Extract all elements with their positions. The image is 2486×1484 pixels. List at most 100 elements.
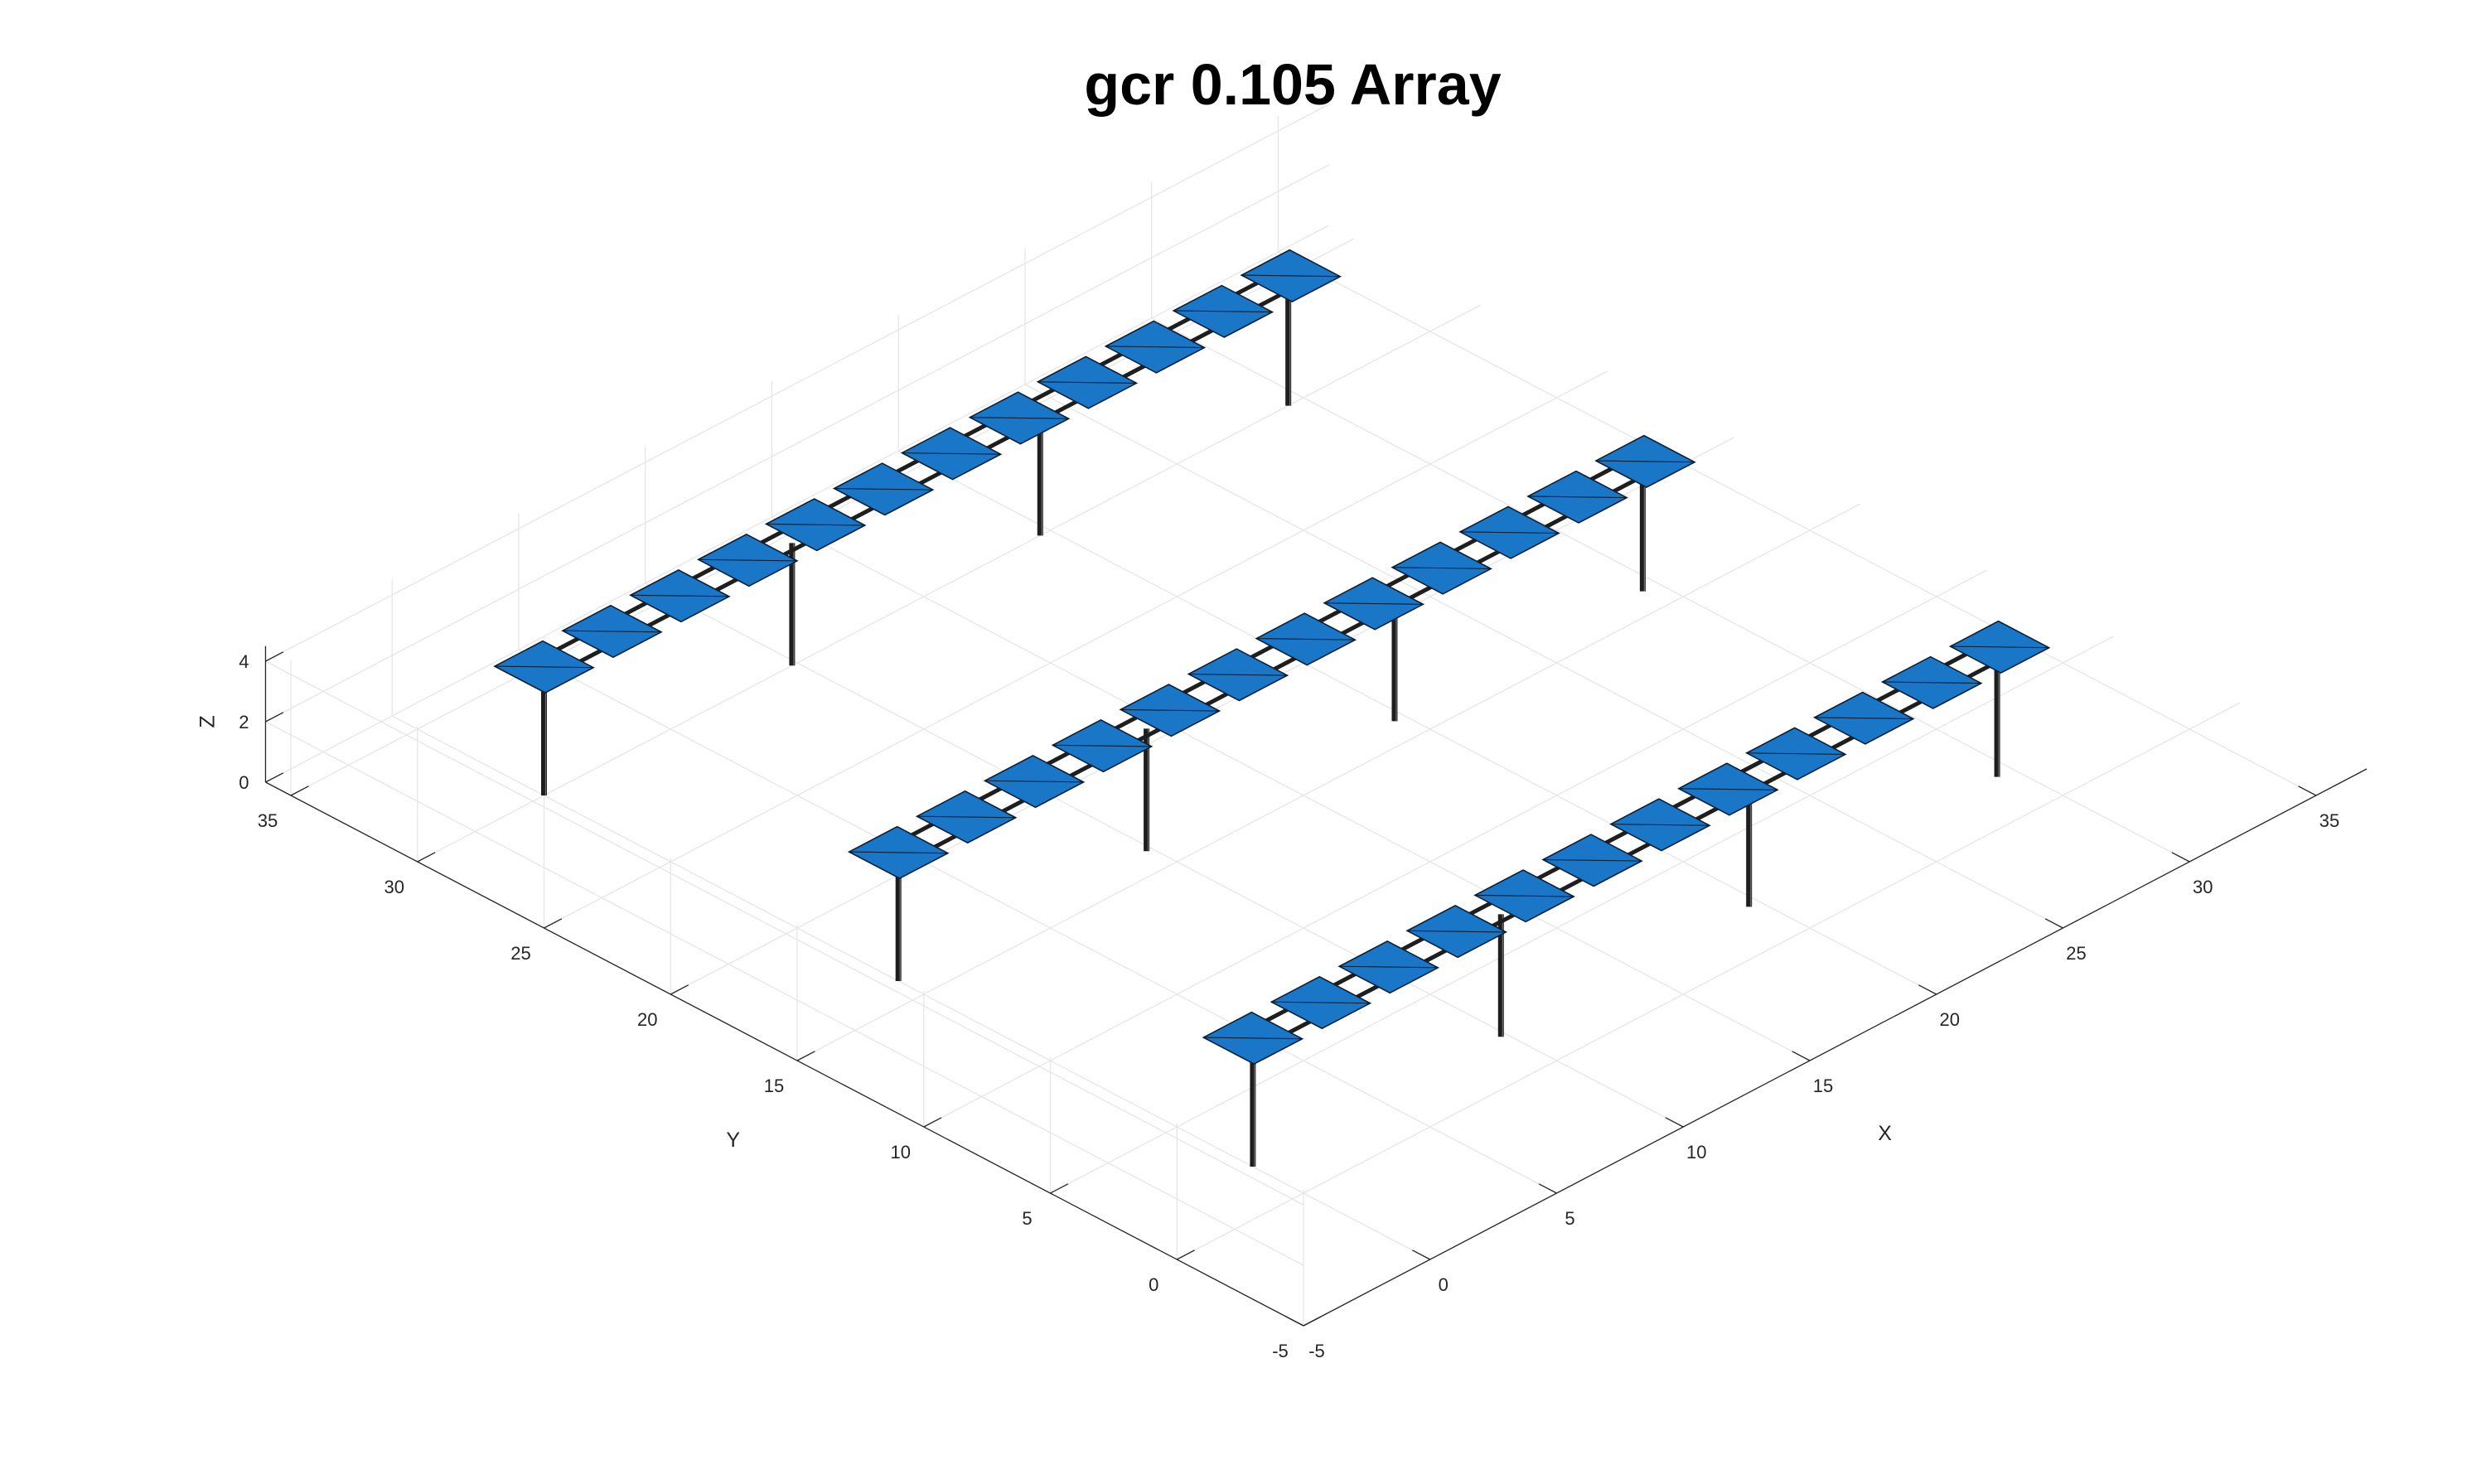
grid-wall-z [265, 721, 1304, 1266]
pv-module-edge [834, 487, 933, 491]
y-tick-label: 25 [510, 943, 530, 964]
x-tick-label: 35 [2319, 810, 2339, 831]
y-tick-mark [417, 852, 436, 863]
x-tick-label: -5 [1308, 1341, 1325, 1361]
y-tick-mark [1050, 1183, 1069, 1194]
x-tick-mark [2044, 918, 2063, 929]
grid-line-x [645, 582, 1684, 1128]
pv-module-edge [630, 594, 729, 597]
pv-module-edge [1203, 1037, 1303, 1040]
z-tick-label: 4 [239, 651, 249, 672]
x-tick-mark [1665, 1117, 1684, 1128]
y-tick-label: 0 [1149, 1274, 1158, 1295]
x-tick-label: 25 [2066, 943, 2086, 964]
y-tick-label: 5 [1022, 1208, 1032, 1229]
pv-module-edge [1882, 681, 1981, 684]
grid-line-y [796, 503, 1861, 1061]
x-tick-mark [2171, 852, 2190, 863]
y-tick-mark [670, 984, 689, 995]
x-axis-line [1303, 768, 2368, 1327]
pv-module-edge [902, 452, 1001, 455]
pv-module-edge [917, 815, 1016, 819]
pv-module-edge [849, 851, 948, 854]
pv-module-edge [1746, 752, 1845, 755]
pv-module-edge [1037, 381, 1137, 384]
x-tick-label: 15 [1813, 1076, 1833, 1096]
grid-line-y [1050, 636, 2114, 1194]
pv-module-edge [1339, 965, 1439, 969]
pv-module-edge [1542, 858, 1642, 862]
pv-module-edge [1814, 717, 1913, 720]
grid-line-y [544, 370, 1608, 929]
z-tick-mark [265, 712, 284, 723]
pv-module-edge [1950, 645, 2049, 649]
x-tick-label: 5 [1565, 1208, 1574, 1229]
label-layer: -5 0 5 10 15 20 25 30 35 -5 0 5 10 15 20 25 30 35 0 2 4 X Y Z [196, 651, 2339, 1361]
panel-layer [493, 249, 2051, 1066]
z-axis-label: Z [196, 715, 219, 727]
grid-wall-z [265, 660, 1304, 1206]
y-tick-label: 30 [385, 877, 404, 897]
y-tick-label: 35 [258, 810, 278, 831]
y-axis-line [265, 781, 1304, 1327]
chart-title: gcr 0.105 Array [1084, 52, 1501, 117]
y-tick-mark [1303, 1316, 1322, 1327]
y-tick-mark [1176, 1250, 1195, 1260]
pv-module-edge [1610, 824, 1710, 826]
x-tick-mark [1792, 1051, 1811, 1061]
y-tick-mark [923, 1117, 942, 1128]
grid-line-y [417, 304, 1482, 863]
grid-line-x [1278, 251, 2317, 796]
pv-module-edge [766, 523, 865, 526]
z-tick-label: 2 [239, 712, 249, 732]
x-axis-label: X [1878, 1122, 1892, 1145]
x-tick-label: 0 [1439, 1274, 1449, 1295]
pv-module-edge [1324, 602, 1424, 605]
grid-line-y [1176, 702, 2241, 1260]
y-tick-label: 10 [891, 1142, 911, 1163]
pv-module-edge [1678, 788, 1777, 790]
grid-wall-z [265, 225, 1329, 783]
grid-line-x [1024, 384, 2063, 929]
pv-module-edge [1475, 894, 1574, 897]
pv-module-edge [970, 417, 1069, 419]
grid-line-y [923, 569, 1988, 1128]
grid-line-x [897, 450, 1937, 995]
x-tick-mark [1538, 1183, 1557, 1194]
z-tick-label: 0 [239, 772, 249, 793]
x-tick-mark [1918, 984, 1937, 995]
grid-line-x [771, 516, 1811, 1061]
grid-wall-z [265, 164, 1329, 723]
pv-module-edge [1173, 310, 1273, 313]
x-tick-mark [1412, 1250, 1431, 1260]
y-tick-label: 20 [637, 1009, 657, 1030]
pv-module-edge [1459, 531, 1560, 534]
grid-wall-z [265, 104, 1329, 662]
pv-module-edge [1595, 460, 1695, 463]
x-tick-label: 10 [1686, 1142, 1706, 1163]
y-tick-mark [544, 918, 563, 929]
x-tick-mark [2298, 786, 2317, 796]
y-axis-label: Y [726, 1129, 740, 1152]
z-tick-mark [265, 772, 284, 783]
x-tick-mark [1285, 1316, 1304, 1327]
pv-module-edge [494, 665, 594, 669]
pv-module-edge [1188, 673, 1288, 676]
x-tick-label: 30 [2193, 877, 2213, 897]
pv-module-edge [1271, 1001, 1371, 1004]
pv-module-edge [1105, 346, 1205, 349]
z-tick-mark [265, 651, 284, 662]
pv-module-edge [984, 780, 1084, 783]
y-tick-label: 15 [764, 1076, 784, 1096]
pv-module-edge [1256, 638, 1356, 640]
y-tick-mark [290, 786, 309, 796]
axes-layer [264, 645, 2368, 1327]
pv-module-edge [698, 558, 797, 562]
pv-module-edge [1392, 567, 1492, 569]
pv-module-edge [1241, 274, 1341, 278]
pv-module-edge [1407, 930, 1507, 933]
x-tick-label: 20 [1940, 1009, 1960, 1030]
y-tick-label: -5 [1272, 1341, 1289, 1361]
pv-module-edge [1527, 495, 1628, 499]
